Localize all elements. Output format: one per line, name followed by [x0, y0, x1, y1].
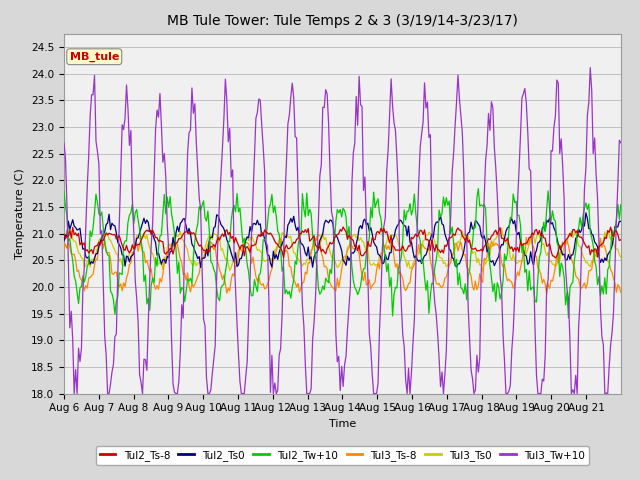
- Tul3_Ts0: [97, 235, 104, 241]
- Line: Tul3_Ts-8: Tul3_Ts-8: [64, 237, 621, 294]
- Tul2_Ts0: [617, 218, 625, 224]
- Tul3_Ts-8: [79, 280, 87, 286]
- Tul2_Tw+10: [564, 315, 572, 321]
- Tul3_Ts-8: [97, 243, 104, 249]
- Tul3_Ts0: [346, 240, 354, 246]
- Text: MB_tule: MB_tule: [70, 51, 119, 62]
- Tul3_Ts0: [457, 236, 465, 241]
- Tul2_Ts-8: [458, 233, 466, 239]
- Tul2_Ts-8: [552, 255, 559, 261]
- Tul3_Tw+10: [348, 181, 356, 187]
- Tul3_Ts-8: [617, 289, 625, 295]
- Tul2_Ts0: [97, 239, 104, 244]
- Tul2_Ts-8: [339, 224, 347, 230]
- Line: Tul2_Tw+10: Tul2_Tw+10: [64, 189, 621, 318]
- Tul3_Ts0: [79, 255, 87, 261]
- Tul2_Ts0: [458, 253, 466, 259]
- Tul2_Ts-8: [616, 238, 623, 243]
- Tul3_Ts0: [60, 237, 68, 243]
- Tul3_Tw+10: [541, 352, 549, 358]
- Tul2_Tw+10: [541, 229, 549, 235]
- Tul3_Ts0: [543, 252, 550, 258]
- Tul3_Tw+10: [98, 228, 106, 234]
- Tul3_Ts-8: [543, 291, 550, 297]
- X-axis label: Time: Time: [329, 419, 356, 429]
- Tul2_Tw+10: [60, 188, 68, 194]
- Tul2_Tw+10: [457, 285, 465, 291]
- Tul3_Tw+10: [616, 137, 623, 143]
- Tul2_Ts0: [541, 228, 549, 234]
- Tul2_Ts0: [582, 210, 589, 216]
- Tul3_Ts0: [616, 252, 623, 257]
- Tul2_Ts0: [616, 218, 623, 224]
- Y-axis label: Temperature (C): Temperature (C): [15, 168, 26, 259]
- Tul2_Ts-8: [79, 242, 87, 248]
- Tul2_Ts0: [79, 246, 87, 252]
- Tul2_Ts-8: [348, 236, 356, 242]
- Tul3_Ts-8: [527, 234, 534, 240]
- Legend: Tul2_Ts-8, Tul2_Ts0, Tul2_Tw+10, Tul3_Ts-8, Tul3_Ts0, Tul3_Tw+10: Tul2_Ts-8, Tul2_Ts0, Tul2_Tw+10, Tul3_Ts…: [95, 445, 589, 465]
- Tul3_Ts-8: [541, 281, 549, 287]
- Line: Tul3_Tw+10: Tul3_Tw+10: [64, 68, 621, 394]
- Tul2_Tw+10: [97, 213, 104, 218]
- Tul2_Ts0: [348, 250, 356, 256]
- Tul2_Tw+10: [346, 242, 354, 248]
- Tul3_Ts-8: [457, 239, 465, 245]
- Tul3_Ts-8: [346, 239, 354, 245]
- Line: Tul2_Ts-8: Tul2_Ts-8: [64, 227, 621, 258]
- Line: Tul3_Ts0: Tul3_Ts0: [64, 228, 621, 272]
- Tul2_Tw+10: [474, 186, 482, 192]
- Tul3_Tw+10: [81, 264, 88, 269]
- Tul3_Ts-8: [616, 284, 623, 290]
- Tul2_Tw+10: [79, 273, 87, 278]
- Tul2_Tw+10: [617, 202, 625, 207]
- Tul3_Tw+10: [617, 140, 625, 145]
- Tul3_Ts0: [479, 269, 486, 275]
- Tul2_Ts-8: [617, 237, 625, 242]
- Tul3_Ts0: [617, 254, 625, 260]
- Tul3_Tw+10: [458, 130, 466, 136]
- Title: MB Tule Tower: Tule Temps 2 & 3 (3/19/14-3/23/17): MB Tule Tower: Tule Temps 2 & 3 (3/19/14…: [167, 14, 518, 28]
- Tul3_Tw+10: [70, 391, 78, 396]
- Tul2_Ts0: [60, 238, 68, 244]
- Tul2_Ts-8: [541, 235, 549, 241]
- Tul3_Tw+10: [60, 140, 68, 146]
- Tul3_Tw+10: [586, 65, 594, 71]
- Tul2_Tw+10: [616, 216, 623, 222]
- Tul3_Ts0: [498, 226, 506, 231]
- Tul2_Ts-8: [60, 231, 68, 237]
- Line: Tul2_Ts0: Tul2_Ts0: [64, 213, 621, 267]
- Tul2_Ts0: [197, 264, 205, 270]
- Tul3_Ts-8: [60, 246, 68, 252]
- Tul2_Ts-8: [97, 241, 104, 247]
